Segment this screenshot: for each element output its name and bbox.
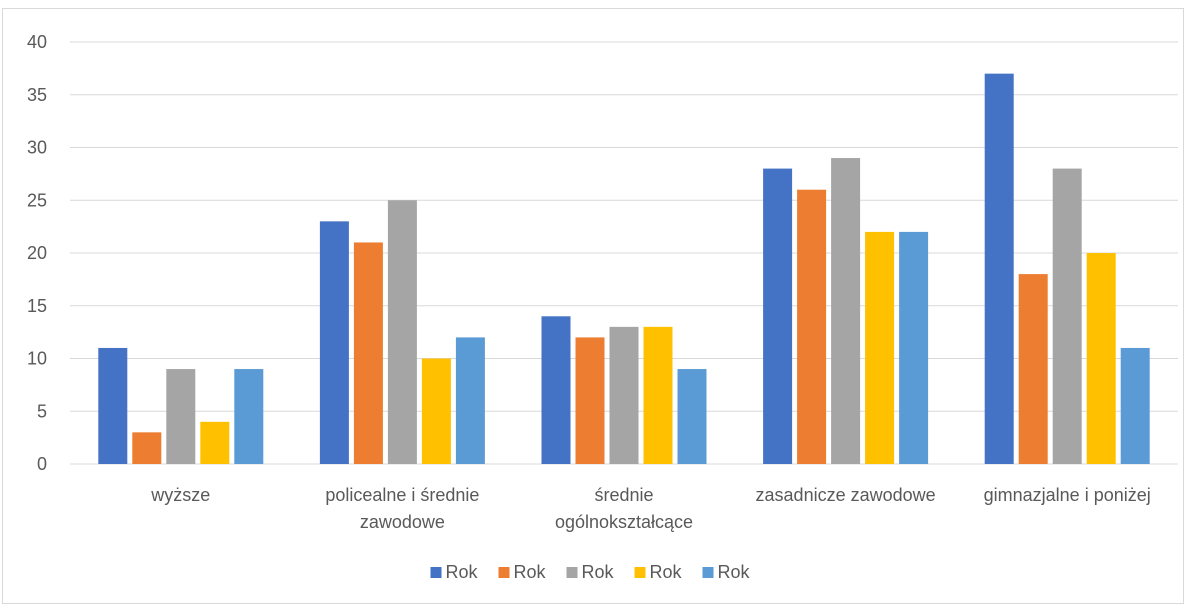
y-tick-label: 40 [27,32,47,52]
bar [899,231,929,464]
y-tick-label: 20 [27,243,47,263]
bar [984,73,1014,465]
y-tick-label: 0 [37,454,47,474]
bar [865,231,895,464]
bar [319,221,349,464]
x-tick-label: wyższe [150,485,210,505]
bar [677,369,707,464]
bar [166,369,196,464]
legend-swatch [634,567,646,578]
bar [421,358,451,464]
bar [831,158,861,465]
bar [609,326,639,464]
y-tick-label: 10 [27,349,47,369]
y-tick-label: 25 [27,190,47,210]
legend-swatch [702,567,714,578]
x-tick-label: policealne i średnie [325,485,479,505]
legend-label: Rok [446,562,479,582]
legend-swatch [566,567,578,578]
legend-label: Rok [514,562,547,582]
y-tick-label: 5 [37,401,47,421]
legend-label: Rok [650,562,683,582]
y-tick-label: 30 [27,138,47,158]
bar [387,200,417,464]
bars [98,73,1150,465]
legend-swatch [430,567,442,578]
bar [1052,168,1082,464]
bar [1120,347,1150,464]
bar [763,168,793,464]
bar [455,337,485,464]
bar [132,432,162,464]
bar [98,347,128,464]
x-tick-label: średnie [594,485,653,505]
y-axis-ticks: 0 5 10 15 20 25 30 35 40 [27,32,47,474]
legend-swatch [498,567,510,578]
x-tick-label: gimnazjalne i poniżej [984,485,1151,505]
legend-label: Rok [718,562,751,582]
bar [353,242,383,464]
bar [643,326,673,464]
bar [797,189,827,464]
bar [200,421,230,464]
x-tick-label: zasadnicze zawodowe [756,485,936,505]
y-tick-label: 35 [27,85,47,105]
bar [1018,274,1048,464]
bar [1086,253,1116,464]
bar [575,337,605,464]
x-tick-label: ogólnokształcące [555,512,693,532]
x-axis-labels: wyższe policealne i średnie zawodowe średni… [150,485,1150,532]
bar [234,369,264,464]
x-tick-label: zawodowe [360,512,445,532]
bar [541,316,571,464]
y-tick-label: 15 [27,296,47,316]
legend: Rok Rok Rok Rok Rok [430,562,751,582]
legend-label: Rok [582,562,615,582]
